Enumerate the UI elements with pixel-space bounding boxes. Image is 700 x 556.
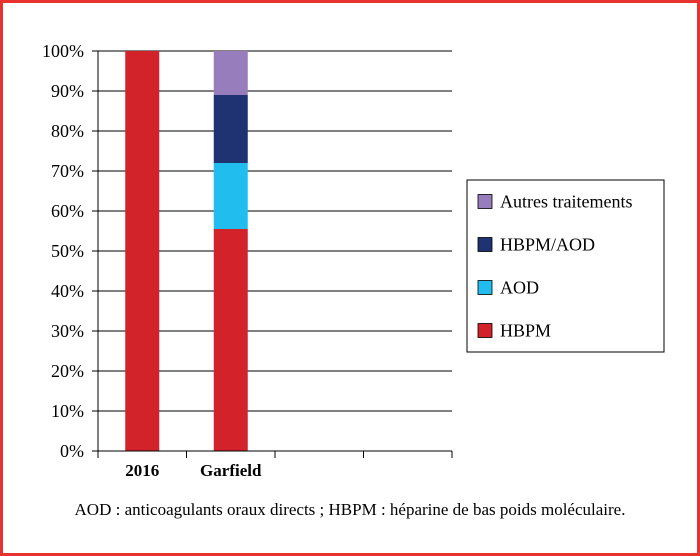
legend-swatch — [477, 323, 493, 338]
y-tick-label: 80% — [51, 121, 84, 141]
bar-segment — [213, 95, 248, 163]
y-tick-label: 50% — [51, 241, 84, 261]
bar-segment — [213, 51, 248, 95]
x-axis: 2016 Garfield — [97, 450, 453, 480]
bar-segment — [125, 51, 160, 451]
y-tick-label: 100% — [42, 41, 84, 61]
figure-caption: AOD : anticoagulants oraux directs ; HBP… — [74, 500, 626, 519]
y-tick-label: 0% — [60, 441, 84, 461]
legend-label: AOD — [500, 278, 539, 298]
y-tick-label: 10% — [51, 401, 84, 421]
legend: Autres traitements HBPM/AOD AOD HBPM — [466, 179, 665, 353]
y-tick-label: 60% — [51, 201, 84, 221]
legend-box — [466, 179, 665, 353]
legend-swatch — [477, 237, 493, 252]
y-tick-label: 20% — [51, 361, 84, 381]
bar-segment — [213, 163, 248, 229]
stacked-bar-chart: 0% 10% 20% 30% 40% 50% 60% 70% 80% 90% 100% 2016 Ga… — [42, 41, 665, 480]
legend-label: Autres traitements — [500, 192, 632, 212]
legend-label: HBPM — [500, 321, 551, 341]
y-tick-label: 90% — [51, 81, 84, 101]
y-axis: 0% 10% 20% 30% 40% 50% 60% 70% 80% 90% 100% — [42, 41, 99, 461]
legend-label: HBPM/AOD — [500, 235, 595, 255]
x-category-label: Garfield — [200, 461, 262, 480]
x-category-label: 2016 — [125, 461, 159, 480]
y-tick-label: 30% — [51, 321, 84, 341]
y-tick-label: 70% — [51, 161, 84, 181]
legend-swatch — [477, 194, 493, 209]
bar-segment — [213, 229, 248, 451]
bars — [125, 51, 248, 451]
legend-swatch — [477, 280, 493, 295]
y-tick-label: 40% — [51, 281, 84, 301]
